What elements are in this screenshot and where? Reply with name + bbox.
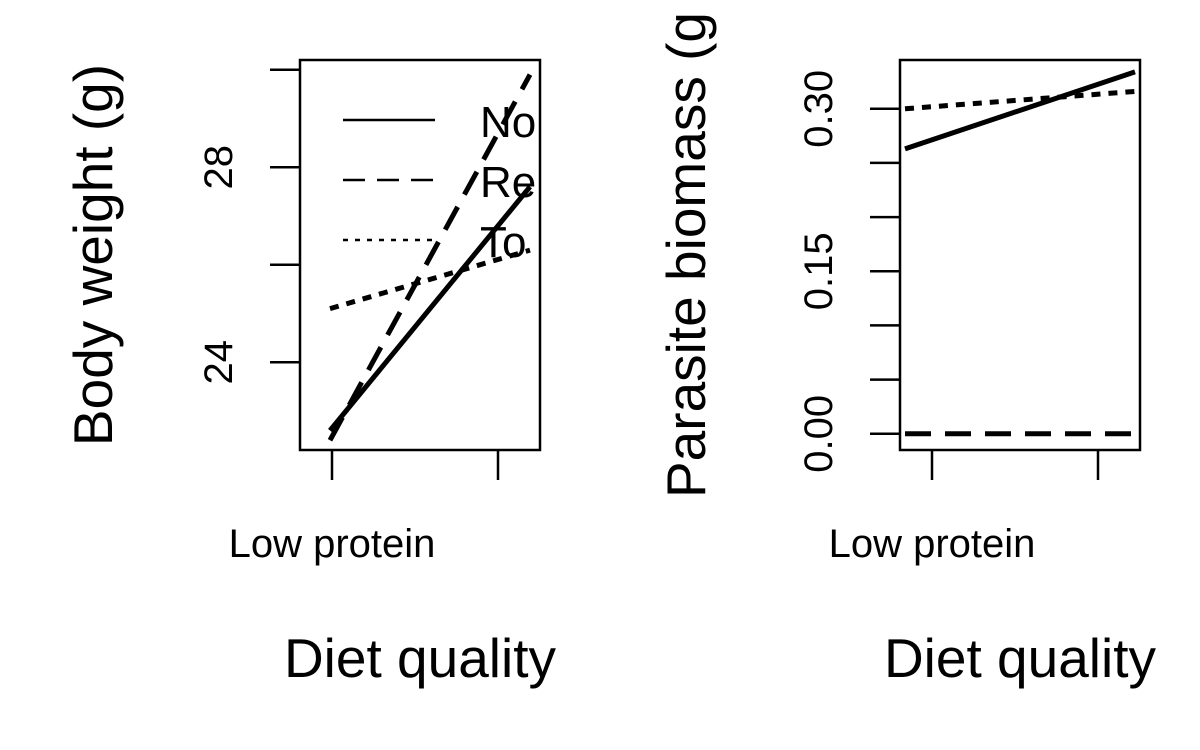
series-layer xyxy=(904,69,1136,437)
legend-label: Re xyxy=(480,158,536,207)
y-axis: 0.00 0.15 0.30 xyxy=(797,70,900,473)
series-group xyxy=(904,69,1136,437)
series-line-solid xyxy=(904,69,1136,152)
y-axis: 24 28 xyxy=(197,68,300,385)
series-line-dotted xyxy=(329,247,531,312)
body-weight-panel: 24 28 Low protein Body weight (g) Diet qu… xyxy=(62,58,557,689)
y-tick-label: 24 xyxy=(197,340,241,385)
x-axis: Low protein xyxy=(829,450,1100,566)
series-layer xyxy=(327,73,533,442)
series-line-dotted xyxy=(904,88,1136,112)
plot-frame xyxy=(898,58,1142,452)
series-line-solid xyxy=(328,185,532,433)
y-tick-label: 28 xyxy=(197,145,241,190)
y-tick-label: 0.15 xyxy=(797,232,841,310)
plot-frame xyxy=(298,58,542,452)
x-axis-label: Diet quality xyxy=(884,627,1157,689)
legend-label: To xyxy=(480,218,526,267)
y-axis-label: Parasite biomass (g xyxy=(655,12,717,498)
legend-label: No xyxy=(480,98,536,147)
y-axis-label: Body weight (g) xyxy=(62,64,124,446)
x-axis: Low protein xyxy=(229,450,500,566)
y-tick-label: 0.30 xyxy=(797,70,841,148)
x-axis-label: Diet quality xyxy=(284,627,557,689)
series-group xyxy=(327,73,533,442)
parasite-biomass-panel: 0.00 0.15 0.30 Low protein Parasite biomas… xyxy=(655,12,1157,689)
y-tick-label: 0.00 xyxy=(797,395,841,473)
x-tick-label: Low protein xyxy=(229,522,436,566)
legend: No Re To xyxy=(343,98,536,267)
x-tick-label: Low protein xyxy=(829,522,1036,566)
series-line-dashed xyxy=(327,73,533,442)
